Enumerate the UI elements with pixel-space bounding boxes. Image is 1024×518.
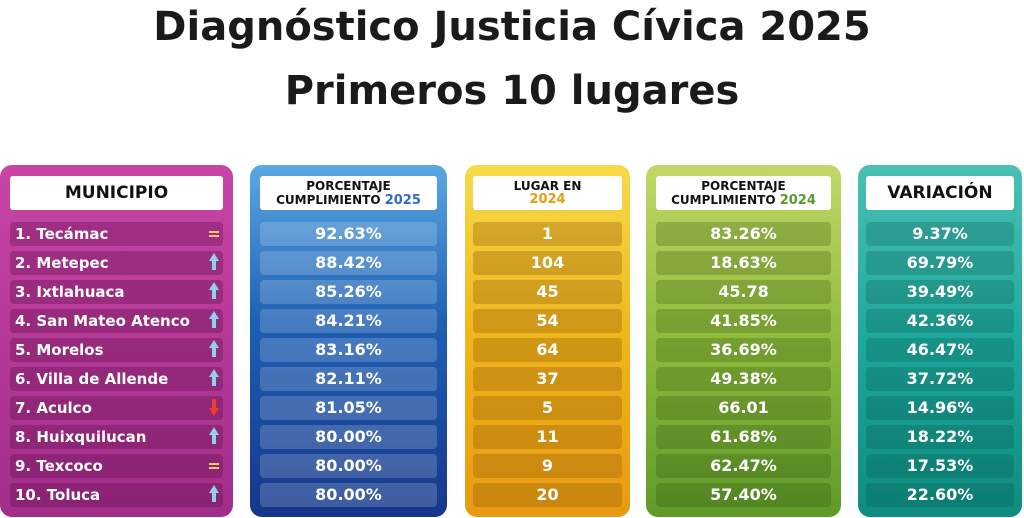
lugar2024-cell: 5 bbox=[473, 396, 622, 420]
pct2025-cell: 88.42% bbox=[260, 251, 437, 275]
pct2024-cell: 57.40% bbox=[656, 483, 831, 507]
pct2025-cell: 85.26% bbox=[260, 280, 437, 304]
municipio-column: MUNICIPIO bbox=[0, 165, 233, 517]
pct2024-header-line1: PORCENTAJE bbox=[701, 179, 786, 193]
pct2024-cell: 66.01 bbox=[656, 396, 831, 420]
equal-icon bbox=[207, 222, 221, 246]
pct2025-cell: 80.00% bbox=[260, 483, 437, 507]
pct2024-column: PORCENTAJE CUMPLIMIENTO 2024 bbox=[646, 165, 841, 517]
pct2025-cell: 81.05% bbox=[260, 396, 437, 420]
pct2024-cell: 61.68% bbox=[656, 425, 831, 449]
lugar2024-cell: 37 bbox=[473, 367, 622, 391]
variacion-cell: 9.37% bbox=[866, 222, 1014, 246]
arrow-down-icon bbox=[207, 396, 221, 420]
lugar2024-cell: 9 bbox=[473, 454, 622, 478]
pct2025-cell: 80.00% bbox=[260, 425, 437, 449]
pct2024-cell: 18.63% bbox=[656, 251, 831, 275]
arrow-up-icon bbox=[207, 338, 221, 362]
variacion-cell: 22.60% bbox=[866, 483, 1014, 507]
variacion-cell: 14.96% bbox=[866, 396, 1014, 420]
pct2024-cell: 45.78 bbox=[656, 280, 831, 304]
pct2025-header-year: 2025 bbox=[384, 193, 421, 208]
pct2024-header: PORCENTAJE CUMPLIMIENTO 2024 bbox=[656, 176, 831, 210]
page-title: Diagnóstico Justicia Cívica 2025 bbox=[153, 4, 871, 50]
municipio-cell: 10. Toluca bbox=[10, 483, 223, 507]
municipio-cell: 8. Huixquilucan bbox=[10, 425, 223, 449]
equal-icon bbox=[207, 454, 221, 478]
municipio-cell: 3. Ixtlahuaca bbox=[10, 280, 223, 304]
pct2025-header-line2: CUMPLIMIENTO 2025 bbox=[276, 193, 421, 208]
lugar2024-cell: 54 bbox=[473, 309, 622, 333]
pct2025-column: PORCENTAJE CUMPLIMIENTO 2025 bbox=[250, 165, 447, 517]
page-subtitle: Primeros 10 lugares bbox=[284, 68, 740, 114]
pct2024-header-line2: CUMPLIMIENTO 2024 bbox=[671, 193, 816, 208]
arrow-up-icon bbox=[207, 367, 221, 391]
arrow-up-icon bbox=[207, 251, 221, 275]
arrow-up-icon bbox=[207, 425, 221, 449]
variacion-column: VARIACIÓN bbox=[858, 165, 1022, 517]
variacion-cell: 39.49% bbox=[866, 280, 1014, 304]
municipio-cell: 2. Metepec bbox=[10, 251, 223, 275]
pct2025-cell: 82.11% bbox=[260, 367, 437, 391]
variacion-cell: 42.36% bbox=[866, 309, 1014, 333]
pct2024-cell: 41.85% bbox=[656, 309, 831, 333]
municipio-cell: 1. Tecámac bbox=[10, 222, 223, 246]
pct2025-cell: 84.21% bbox=[260, 309, 437, 333]
municipio-cell: 4. San Mateo Atenco bbox=[10, 309, 223, 333]
variacion-cell: 17.53% bbox=[866, 454, 1014, 478]
municipio-cell: 6. Villa de Allende bbox=[10, 367, 223, 391]
lugar2024-cell: 11 bbox=[473, 425, 622, 449]
lugar2024-cell: 45 bbox=[473, 280, 622, 304]
variacion-header: VARIACIÓN bbox=[866, 176, 1014, 210]
pct2024-cell: 49.38% bbox=[656, 367, 831, 391]
lugar2024-header: LUGAR EN 2024 bbox=[473, 176, 622, 210]
lugar2024-cell: 1 bbox=[473, 222, 622, 246]
arrow-up-icon bbox=[207, 280, 221, 304]
pct2024-cell: 36.69% bbox=[656, 338, 831, 362]
lugar2024-column: LUGAR EN 2024 bbox=[465, 165, 630, 517]
municipio-cell: 9. Texcoco bbox=[10, 454, 223, 478]
municipio-cell: 7. Aculco bbox=[10, 396, 223, 420]
lugar2024-cell: 64 bbox=[473, 338, 622, 362]
variacion-cell: 46.47% bbox=[866, 338, 1014, 362]
arrow-up-icon bbox=[207, 483, 221, 507]
municipio-header: MUNICIPIO bbox=[10, 176, 223, 210]
municipio-cell: 5. Morelos bbox=[10, 338, 223, 362]
variacion-cell: 69.79% bbox=[866, 251, 1014, 275]
pct2025-header: PORCENTAJE CUMPLIMIENTO 2025 bbox=[260, 176, 437, 210]
lugar2024-header-year: 2024 bbox=[529, 192, 566, 207]
pct2024-header-year: 2024 bbox=[779, 193, 816, 208]
lugar2024-header-line1: LUGAR EN bbox=[513, 179, 582, 193]
pct2025-cell: 92.63% bbox=[260, 222, 437, 246]
pct2024-cell: 62.47% bbox=[656, 454, 831, 478]
pct2025-cell: 83.16% bbox=[260, 338, 437, 362]
lugar2024-cell: 20 bbox=[473, 483, 622, 507]
pct2025-cell: 80.00% bbox=[260, 454, 437, 478]
pct2024-cell: 83.26% bbox=[656, 222, 831, 246]
pct2025-header-line1: PORCENTAJE bbox=[306, 179, 391, 193]
variacion-cell: 18.22% bbox=[866, 425, 1014, 449]
lugar2024-cell: 104 bbox=[473, 251, 622, 275]
variacion-cell: 37.72% bbox=[866, 367, 1014, 391]
arrow-up-icon bbox=[207, 309, 221, 333]
